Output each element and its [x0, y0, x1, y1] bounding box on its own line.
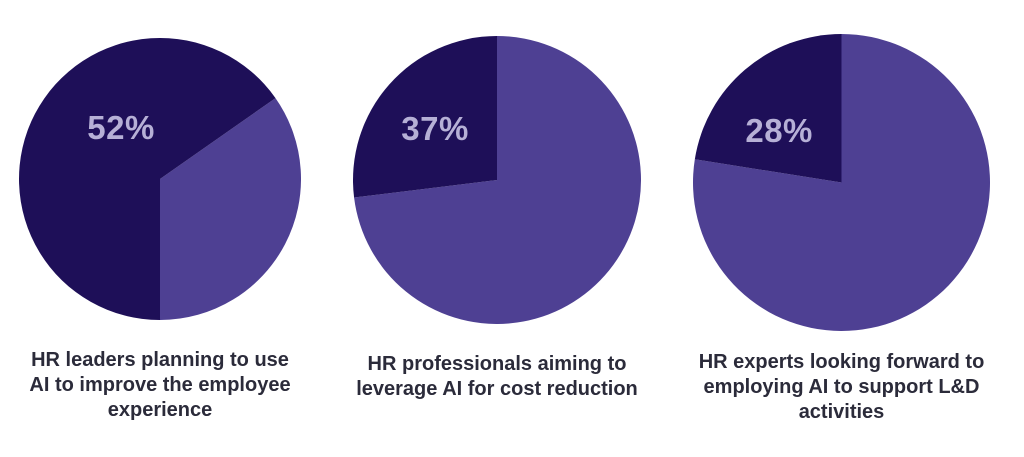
- caption-line: experience: [107, 399, 213, 421]
- caption-line: leverage AI for cost reduction: [356, 378, 638, 400]
- chart-caption: HR leaders planning to use AI to improve…: [0, 348, 320, 423]
- pie-chart-employee-experience: 52% HR leaders planning to use AI to imp…: [0, 38, 320, 423]
- pie-graphic: 52%: [19, 38, 301, 320]
- pie-svg: [19, 38, 301, 320]
- caption-line: activities: [798, 401, 885, 423]
- pie-graphic: 28%: [693, 34, 990, 331]
- chart-caption: HR experts looking forward to employing …: [682, 350, 1002, 425]
- percent-label: 52%: [87, 108, 155, 146]
- chart-caption: HR professionals aiming to leverage AI f…: [337, 352, 657, 402]
- caption-line: AI to improve the employee: [29, 374, 291, 396]
- pie-chart-cost-reduction: 37% HR professionals aiming to leverage …: [337, 36, 657, 402]
- pie-graphic: 37%: [353, 36, 641, 324]
- caption-line: HR experts looking forward to: [698, 351, 985, 373]
- pie-chart-ld-activities: 28% HR experts looking forward to employ…: [682, 34, 1002, 425]
- pie-svg: [353, 36, 641, 324]
- percent-label: 28%: [745, 112, 813, 150]
- caption-line: employing AI to support L&D: [703, 376, 980, 398]
- percent-label: 37%: [401, 110, 469, 148]
- caption-line: HR professionals aiming to: [367, 353, 627, 375]
- pie-svg: [693, 34, 990, 331]
- caption-line: HR leaders planning to use: [31, 349, 289, 371]
